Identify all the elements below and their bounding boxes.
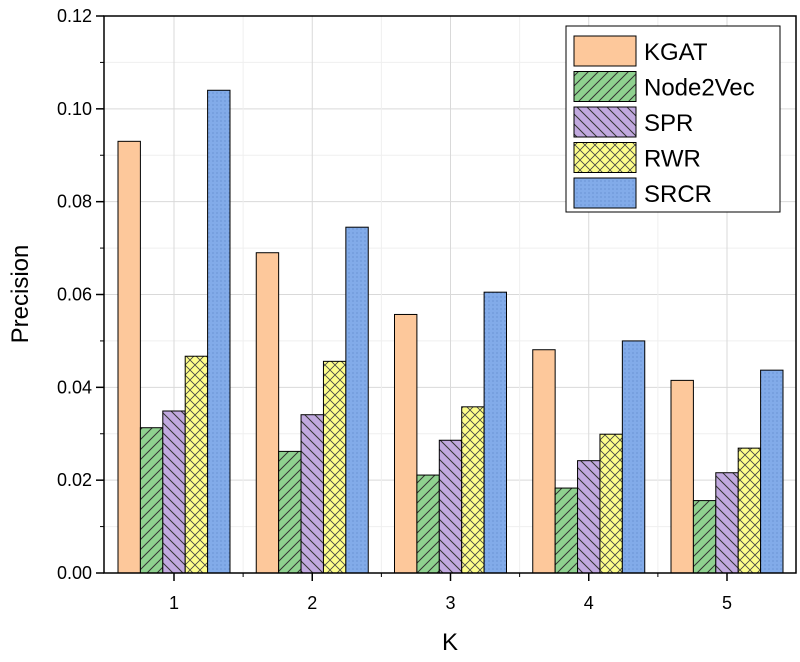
legend-swatch-rwr bbox=[573, 142, 637, 173]
bar-kgat-k5 bbox=[670, 379, 694, 574]
bars bbox=[117, 89, 784, 574]
bar-node2vec-k3 bbox=[416, 474, 440, 574]
legend-swatch-kgat bbox=[573, 35, 637, 67]
bar-kgat-k2 bbox=[255, 252, 280, 574]
y-tick-label: 0.04 bbox=[57, 377, 92, 397]
x-tick-label: 4 bbox=[584, 593, 594, 613]
bar-kgat-k4 bbox=[532, 349, 556, 574]
y-axis-title: Precision bbox=[7, 245, 34, 344]
bar-srcr-k1 bbox=[207, 89, 231, 574]
x-tick-label: 2 bbox=[307, 593, 317, 613]
x-axis-title: K bbox=[442, 629, 458, 656]
legend-label-spr: SPR bbox=[644, 110, 693, 137]
bar-rwr-k1 bbox=[184, 355, 209, 574]
bar-srcr-k4 bbox=[621, 340, 646, 574]
bar-srcr-k3 bbox=[483, 291, 508, 574]
bar-rwr-k4 bbox=[599, 433, 623, 574]
bar-kgat-k3 bbox=[394, 313, 418, 574]
legend-swatch-srcr bbox=[573, 177, 637, 209]
bar-kgat-k1 bbox=[117, 140, 141, 574]
legend-label-kgat: KGAT bbox=[644, 39, 708, 66]
bar-spr-k3 bbox=[438, 439, 463, 574]
bar-srcr-k5 bbox=[760, 369, 784, 574]
x-tick-label: 1 bbox=[169, 593, 179, 613]
bar-spr-k2 bbox=[300, 414, 324, 574]
legend: KGAT Node2Vec SPR RWR SRCR bbox=[565, 25, 781, 213]
y-tick-label: 0.08 bbox=[57, 192, 92, 212]
y-tick-label: 0.12 bbox=[57, 6, 92, 26]
x-tick-label: 3 bbox=[445, 593, 455, 613]
legend-swatch-spr bbox=[573, 106, 637, 138]
bar-node2vec-k5 bbox=[692, 500, 717, 574]
bar-rwr-k5 bbox=[737, 447, 762, 574]
legend-label-node2vec: Node2Vec bbox=[644, 75, 755, 102]
bar-spr-k4 bbox=[577, 460, 601, 574]
bar-node2vec-k4 bbox=[554, 487, 579, 574]
bar-spr-k1 bbox=[162, 410, 186, 574]
legend-swatch-node2vec bbox=[573, 71, 637, 102]
legend-label-rwr: RWR bbox=[644, 146, 701, 173]
y-tick-label: 0.10 bbox=[57, 99, 92, 119]
x-tick-label: 5 bbox=[722, 593, 732, 613]
bar-node2vec-k2 bbox=[278, 450, 302, 574]
bar-node2vec-k1 bbox=[139, 427, 164, 574]
axes: 0.00 0.02 0.04 0.06 0.08 0.10 0.12 1 2 3 4 5 bbox=[57, 6, 732, 613]
y-tick-label: 0.02 bbox=[57, 470, 92, 490]
bar-srcr-k2 bbox=[345, 226, 369, 574]
bar-rwr-k3 bbox=[461, 406, 485, 574]
y-tick-label: 0.00 bbox=[57, 563, 92, 583]
legend-label-srcr: SRCR bbox=[644, 181, 712, 208]
bar-spr-k5 bbox=[715, 472, 739, 574]
bar-rwr-k2 bbox=[322, 360, 347, 574]
y-tick-label: 0.06 bbox=[57, 285, 92, 305]
